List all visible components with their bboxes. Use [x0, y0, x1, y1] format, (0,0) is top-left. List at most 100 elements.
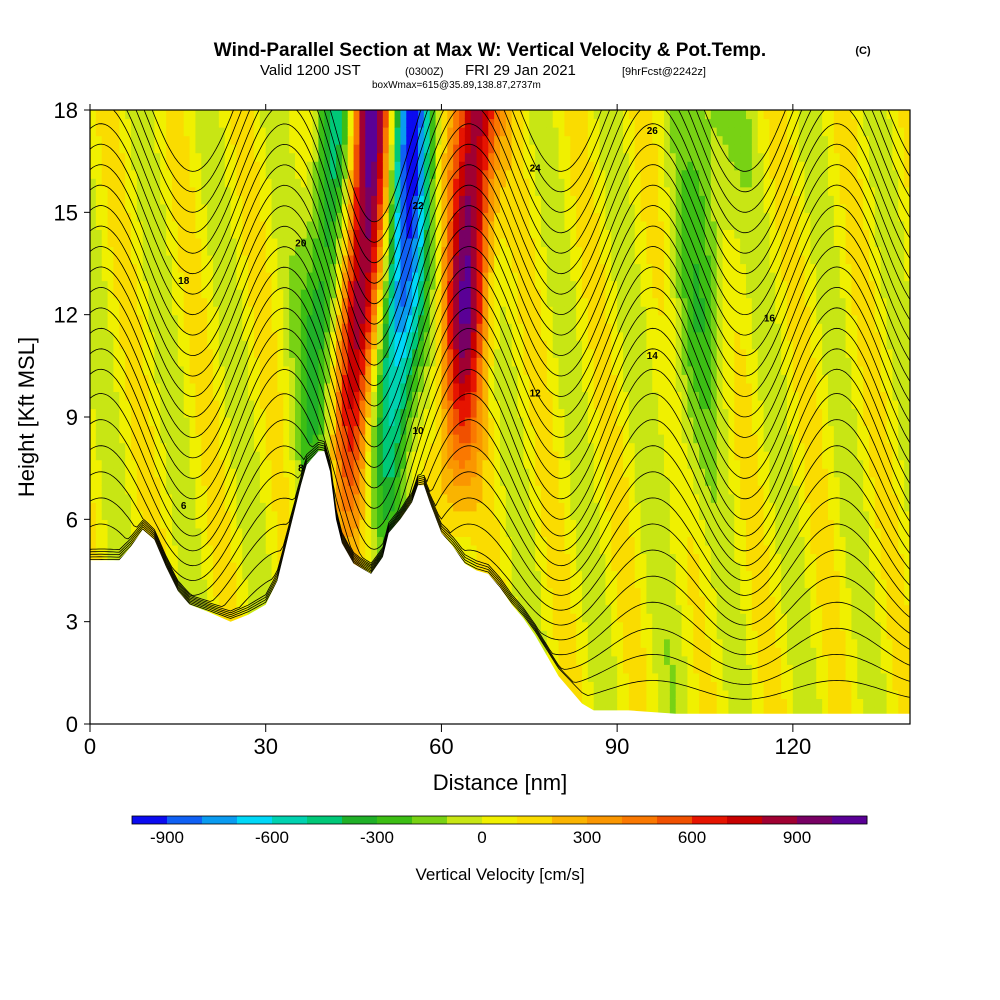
- field-cell: [248, 237, 255, 248]
- field-cell: [166, 220, 173, 230]
- field-cell: [359, 374, 366, 384]
- field-cell: [183, 510, 191, 520]
- field-cell: [336, 110, 343, 120]
- field-cell: [119, 468, 126, 478]
- field-cell: [464, 485, 472, 495]
- field-cell: [453, 254, 460, 265]
- field-cell: [142, 382, 150, 393]
- field-cell: [377, 493, 384, 503]
- field-cell: [412, 340, 419, 350]
- field-cell: [359, 451, 366, 461]
- field-cell: [125, 323, 132, 333]
- field-cell: [107, 391, 115, 401]
- field-cell: [230, 493, 238, 503]
- field-cell: [388, 127, 396, 137]
- field-cell: [189, 135, 197, 145]
- field-cell: [429, 476, 437, 486]
- field-cell: [248, 229, 255, 239]
- field-cell: [418, 118, 425, 128]
- field-cell: [166, 331, 173, 341]
- field-cell: [312, 417, 320, 427]
- field-cell: [300, 118, 308, 128]
- field-cell: [265, 527, 273, 537]
- field-cell: [283, 357, 290, 367]
- field-cell: [289, 144, 296, 154]
- field-cell: [172, 459, 179, 469]
- field-cell: [459, 510, 466, 520]
- field-cell: [400, 408, 407, 418]
- field-cell: [154, 510, 161, 520]
- field-cell: [459, 340, 466, 350]
- field-cell: [470, 289, 478, 299]
- field-cell: [347, 212, 355, 222]
- field-cell: [371, 246, 378, 256]
- field-cell: [435, 272, 443, 282]
- field-cell: [230, 587, 238, 597]
- field-cell: [476, 169, 484, 179]
- field-cell: [289, 476, 296, 486]
- field-cell: [230, 357, 238, 367]
- field-cell: [224, 127, 232, 137]
- field-cell: [318, 314, 325, 324]
- field-cell: [230, 254, 238, 265]
- field-cell: [341, 323, 349, 333]
- field-cell: [166, 476, 173, 486]
- field-cell: [183, 135, 191, 145]
- field-cell: [359, 502, 366, 512]
- field-cell: [189, 357, 197, 367]
- field-cell: [172, 152, 179, 162]
- field-cell: [242, 502, 249, 512]
- field-cell: [183, 195, 191, 205]
- field-cell: [95, 510, 103, 520]
- field-cell: [189, 561, 197, 572]
- field-cell: [271, 127, 279, 137]
- field-cell: [289, 451, 296, 461]
- field-cell: [324, 442, 331, 452]
- field-cell: [136, 417, 144, 427]
- field-cell: [359, 203, 366, 213]
- field-cell: [259, 289, 267, 299]
- field-cell: [353, 306, 361, 316]
- field-cell: [224, 544, 232, 555]
- field-cell: [90, 212, 97, 222]
- field-cell: [382, 220, 390, 230]
- field-cell: [336, 237, 343, 248]
- field-cell: [312, 280, 320, 290]
- field-cell: [400, 399, 407, 410]
- field-cell: [119, 152, 126, 162]
- field-cell: [312, 391, 320, 401]
- field-cell: [101, 442, 109, 452]
- field-cell: [435, 263, 443, 273]
- field-cell: [131, 323, 138, 333]
- field-cell: [476, 323, 484, 333]
- field-cell: [353, 195, 361, 205]
- field-cell: [447, 144, 454, 154]
- field-cell: [400, 169, 407, 179]
- field-cell: [441, 229, 448, 239]
- field-cell: [441, 254, 448, 265]
- field-cell: [259, 587, 267, 597]
- field-cell: [172, 169, 179, 179]
- field-cell: [429, 161, 437, 171]
- field-cell: [289, 442, 296, 452]
- field-cell: [154, 195, 161, 205]
- field-cell: [476, 297, 484, 307]
- field-cell: [195, 340, 202, 350]
- field-cell: [90, 263, 97, 273]
- field-cell: [166, 425, 173, 435]
- field-cell: [271, 382, 279, 393]
- field-cell: [406, 178, 413, 188]
- field-cell: [177, 485, 185, 495]
- field-cell: [142, 306, 150, 316]
- field-cell: [353, 272, 361, 282]
- field-cell: [277, 442, 284, 452]
- field-cell: [423, 425, 431, 435]
- field-cell: [259, 519, 267, 529]
- field-cell: [470, 442, 478, 452]
- field-cell: [382, 118, 390, 128]
- field-cell: [488, 442, 495, 452]
- field-cell: [341, 297, 349, 307]
- field-cell: [95, 408, 103, 418]
- field-cell: [347, 357, 355, 367]
